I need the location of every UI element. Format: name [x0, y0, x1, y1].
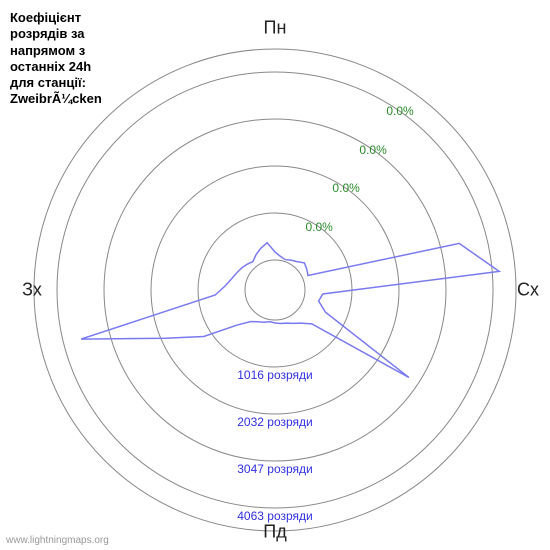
chart-title: Коефіцієнт розрядів за напрямом з останн… — [10, 10, 102, 108]
ring-label-green: 0.0% — [332, 181, 359, 195]
ring-label-green: 0.0% — [305, 220, 332, 234]
dir-label-w: Зх — [22, 280, 42, 301]
ring-label-blue: 2032 розряди — [237, 415, 313, 429]
dir-label-e: Сх — [517, 280, 539, 301]
ring-label-green: 0.0% — [359, 143, 386, 157]
dir-label-n: Пн — [264, 18, 287, 39]
ring-label-green: 0.0% — [386, 104, 413, 118]
footer-credit: www.lightningmaps.org — [6, 535, 109, 546]
dir-label-s: Пд — [263, 522, 286, 543]
ring-label-blue: 1016 розряди — [237, 368, 313, 382]
ring-label-blue: 4063 розряди — [237, 509, 313, 523]
ring-label-blue: 3047 розряди — [237, 462, 313, 476]
